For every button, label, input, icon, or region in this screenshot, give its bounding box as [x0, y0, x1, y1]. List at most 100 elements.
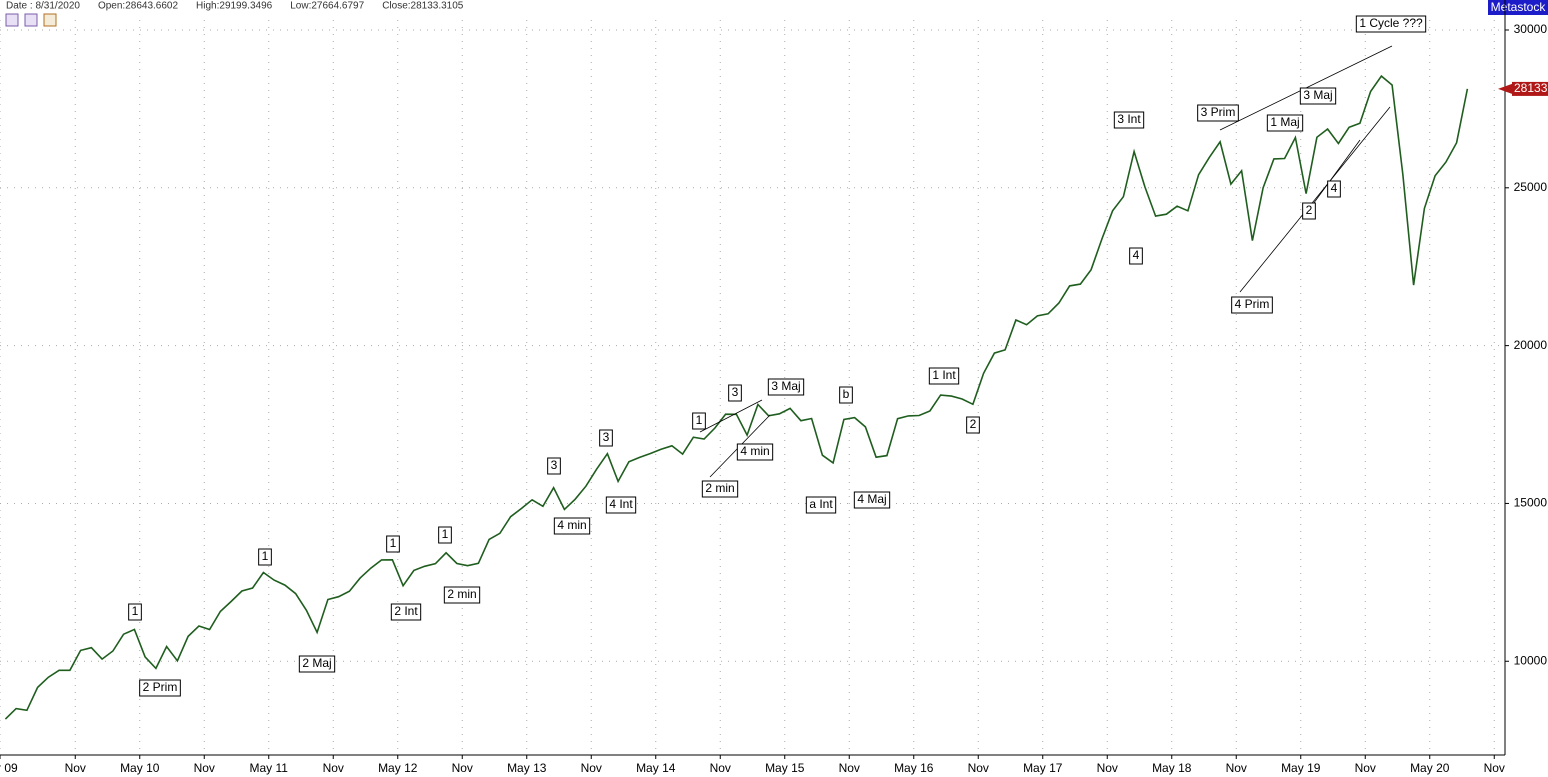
wave-label: 2 min — [701, 480, 739, 498]
icon[interactable] — [24, 13, 38, 27]
wave-label-box — [1327, 180, 1341, 198]
wave-label: 4 — [1327, 180, 1341, 198]
header-field: Close:28133.3105 — [382, 1, 464, 12]
wave-label-text: 2 Int — [394, 604, 418, 618]
brand-badge — [1488, 0, 1548, 15]
wave-label: b — [839, 386, 853, 404]
x-tick-label: May 17 — [1023, 761, 1063, 775]
x-tick-label: Nov — [839, 761, 860, 775]
header-field: Open:28643.6602 — [98, 1, 179, 12]
wave-label-text: 1 — [696, 413, 703, 427]
wave-label: 1 — [692, 412, 706, 430]
wave-label: 2 Maj — [298, 655, 336, 673]
x-tick-label: Nov — [968, 761, 989, 775]
wave-label: 2 min — [443, 586, 481, 604]
wave-label-text: 1 — [442, 527, 449, 541]
wave-label-text: 2 min — [705, 481, 734, 495]
wave-label-text: 3 — [603, 430, 610, 444]
x-tick-label: Nov — [1226, 761, 1247, 775]
wave-label-box — [1299, 87, 1337, 105]
wave-label-text: 2 min — [447, 587, 476, 601]
wave-label-text: 1 — [390, 536, 397, 550]
x-tick-label: May 18 — [1152, 761, 1192, 775]
wave-label-text: 4 Int — [609, 497, 633, 511]
wave-label-text: 3 — [732, 385, 739, 399]
wave-label-box — [605, 496, 637, 514]
wave-label-box — [1113, 111, 1145, 129]
y-tick-label: 15000 — [1514, 496, 1548, 510]
wave-label-box — [728, 384, 742, 402]
icon[interactable] — [43, 13, 57, 27]
icon[interactable] — [5, 13, 19, 27]
wave-label-box — [767, 378, 805, 396]
wave-label-box — [701, 480, 739, 498]
wave-label-text: 3 Prim — [1201, 105, 1236, 119]
wave-label: 4 Maj — [853, 491, 891, 509]
wave-label-text: 4 — [1133, 248, 1140, 262]
wave-label-text: 4 Maj — [857, 492, 886, 506]
wave-label-text: 4 — [1331, 181, 1338, 195]
wave-label: 3 Maj — [1299, 87, 1337, 105]
x-tick-label: May 13 — [507, 761, 547, 775]
wave-label: 4 min — [736, 443, 774, 461]
x-tick-label: May 19 — [1281, 761, 1321, 775]
wave-label-box — [1355, 15, 1427, 33]
wave-label-text: a Int — [809, 497, 833, 511]
wave-label-box — [258, 548, 272, 566]
y-tick-label: 10000 — [1514, 653, 1548, 667]
last-price-arrow — [1498, 83, 1512, 94]
wave-label-box — [547, 457, 561, 475]
wave-label-box — [853, 491, 891, 509]
wave-label-text: 2 Prim — [143, 680, 178, 694]
wave-label-text: 1 Cycle ??? — [1359, 16, 1423, 30]
wave-label: 3 — [728, 384, 742, 402]
price-line — [4, 74, 1469, 720]
x-tick-label: Nov — [323, 761, 344, 775]
last-price-box — [1512, 81, 1548, 96]
wave-label-text: 4 min — [557, 518, 586, 532]
x-tick-label: May 16 — [894, 761, 934, 775]
wave-label-text: 2 — [970, 417, 977, 431]
wave-label-box — [966, 416, 980, 434]
header-field: Low:27664.6797 — [290, 1, 364, 12]
wave-label-text: 1 — [132, 604, 139, 618]
wave-label: 1 — [128, 603, 142, 621]
header-field: Date : 8/31/2020 — [6, 1, 80, 12]
wave-label-box — [1129, 247, 1143, 265]
wave-label: 2 — [1302, 202, 1316, 220]
x-tick-label: Nov — [710, 761, 731, 775]
x-tick-label: May 20 — [1410, 761, 1450, 775]
wave-label: 3 Int — [1113, 111, 1145, 129]
trendline — [699, 399, 763, 433]
wave-label-box — [1197, 104, 1239, 122]
wave-label-box — [839, 386, 853, 404]
wave-label: 3 Prim — [1197, 104, 1239, 122]
wave-label-text: 4 Prim — [1235, 297, 1270, 311]
wave-label-box — [298, 655, 336, 673]
y-tick-label: 25000 — [1514, 180, 1548, 194]
x-tick-label: May 11 — [250, 761, 289, 775]
x-tick-label: Nov — [1355, 761, 1376, 775]
wave-label: 3 — [599, 429, 613, 447]
wave-label-text: 1 Int — [932, 368, 956, 382]
x-tick-label: Nov — [581, 761, 602, 775]
wave-label: 1 Int — [928, 367, 960, 385]
x-tick-label: Nov — [65, 761, 86, 775]
x-tick-label: May 12 — [378, 761, 418, 775]
wave-label-box — [1302, 202, 1316, 220]
x-tick-label: Nov — [452, 761, 473, 775]
wave-label-box — [928, 367, 960, 385]
x-tick-label: Nov — [1484, 761, 1505, 775]
wave-label-text: 1 Maj — [1270, 115, 1299, 129]
wave-label-box — [553, 517, 591, 535]
wave-label-box — [438, 526, 452, 544]
y-tick-label: 30000 — [1514, 22, 1548, 36]
wave-label: 2 Prim — [139, 679, 181, 697]
wave-label-box — [128, 603, 142, 621]
wave-label: 1 Maj — [1266, 114, 1304, 132]
y-tick-label: 20000 — [1514, 338, 1548, 352]
x-tick-label: May 10 — [120, 761, 160, 775]
wave-label-text: 3 Maj — [771, 379, 800, 393]
wave-label-box — [390, 603, 422, 621]
